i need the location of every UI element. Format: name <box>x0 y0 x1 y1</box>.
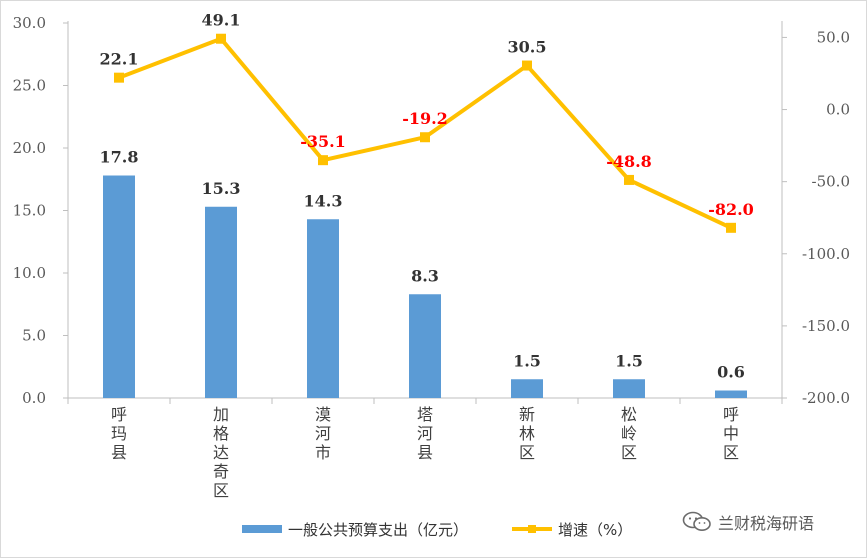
y-right-tick-label: 0.0 <box>826 101 850 119</box>
y-left-tick-label: 10.0 <box>13 264 46 282</box>
y-left-tick-label: 30.0 <box>13 14 46 32</box>
line-data-label: 22.1 <box>100 50 139 69</box>
bar <box>103 175 135 398</box>
bar-data-label: 14.3 <box>304 191 343 210</box>
x-tick-label: 塔河县 <box>417 405 433 462</box>
y-right-tick-label: -100.0 <box>802 245 850 263</box>
watermark-text: 兰财税海研语 <box>718 514 815 533</box>
bar <box>511 379 543 398</box>
watermark: 兰财税海研语 <box>682 508 814 536</box>
legend-item-line: 增速（%） <box>512 517 632 541</box>
bar <box>205 206 237 398</box>
line-data-label: -48.8 <box>606 152 652 171</box>
y-left-tick-label: 20.0 <box>13 139 46 157</box>
bar-data-label: 8.3 <box>411 266 439 285</box>
wechat-icon <box>682 511 711 531</box>
bar <box>715 390 747 398</box>
legend-line-label: 增速（%） <box>558 520 633 539</box>
line-data-label: -35.1 <box>300 132 346 151</box>
bar-data-label: 15.3 <box>202 179 241 198</box>
bar <box>307 219 339 398</box>
x-tick-label: 新林区 <box>519 405 535 462</box>
legend-line-swatch <box>512 524 552 534</box>
legend-item-bar: 一般公共预算支出（亿元） <box>242 517 468 541</box>
line-point-marker <box>420 132 430 143</box>
line-point-marker <box>216 33 226 44</box>
x-tick-label: 加格达奇区 <box>213 405 229 500</box>
y-right-tick-label: 50.0 <box>817 28 850 46</box>
y-right-tick-label: -150.0 <box>802 317 850 335</box>
line-point-marker <box>114 72 124 83</box>
bar <box>613 379 645 398</box>
legend-bar-swatch <box>242 525 282 533</box>
y-left-tick-label: 25.0 <box>13 77 46 95</box>
bar-data-label: 17.8 <box>100 148 139 167</box>
bar-data-label: 0.6 <box>717 363 745 382</box>
x-tick-label: 松岭区 <box>621 405 637 462</box>
y-right-tick-label: -200.0 <box>802 389 850 407</box>
legend: 一般公共预算支出（亿元） 增速（%） <box>0 517 867 541</box>
line-data-label: 49.1 <box>202 11 241 30</box>
legend-bar-label: 一般公共预算支出（亿元） <box>288 520 469 539</box>
line-point-marker <box>624 174 634 185</box>
bar <box>409 294 441 398</box>
line-data-label: -82.0 <box>708 200 754 219</box>
x-tick-label: 呼玛县 <box>111 405 127 462</box>
x-tick-label: 呼中区 <box>723 405 739 462</box>
line-data-label: 30.5 <box>508 38 547 57</box>
bar-data-label: 1.5 <box>615 351 643 370</box>
line-point-marker <box>522 60 532 71</box>
x-tick-label: 漠河市 <box>315 405 331 462</box>
line-point-marker <box>318 155 328 166</box>
line-data-label: -19.2 <box>402 109 448 128</box>
y-left-tick-label: 0.0 <box>22 389 46 407</box>
line-point-marker <box>726 222 736 233</box>
y-left-tick-label: 5.0 <box>22 327 46 345</box>
y-left-tick-label: 15.0 <box>13 202 46 220</box>
bar-data-label: 1.5 <box>513 351 541 370</box>
y-right-tick-label: -50.0 <box>812 173 850 191</box>
